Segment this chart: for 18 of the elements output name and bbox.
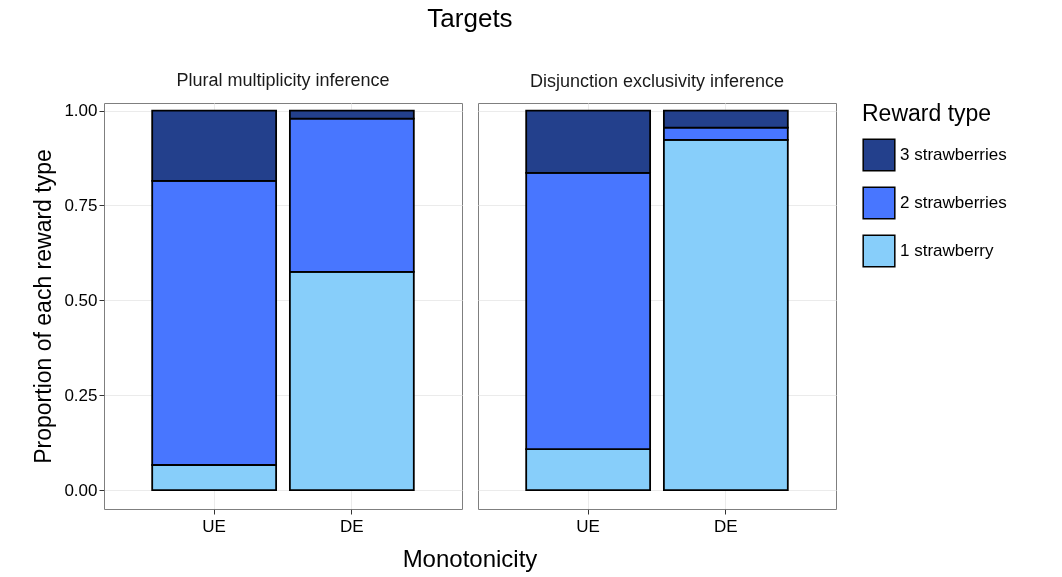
x-tick-label: UE xyxy=(576,516,600,536)
chart-subtitle: Disjunction exclusivity inference xyxy=(529,71,785,91)
y-tick-label: 0.00 xyxy=(64,480,98,500)
x-axis-title: Monotonicity xyxy=(401,545,539,573)
legend-label: 3 strawberries xyxy=(900,145,1007,164)
legend-title: Reward type xyxy=(862,100,992,126)
y-tick-label: 1.00 xyxy=(64,101,98,121)
y-tick-label: 0.50 xyxy=(64,290,98,310)
x-tick-label: DE xyxy=(340,516,364,536)
y-axis-title: Proportion of each reward type xyxy=(30,149,57,464)
x-tick-label: DE xyxy=(714,516,738,536)
chart-title: Targets xyxy=(426,3,514,34)
x-tick-label: UE xyxy=(202,516,226,536)
chart-subtitle: Plural multiplicity inference xyxy=(176,69,390,90)
y-tick-label: 0.25 xyxy=(64,385,98,405)
legend-label: 1 strawberry xyxy=(900,241,995,260)
y-tick-label: 0.75 xyxy=(64,195,98,215)
legend-label: 2 strawberries xyxy=(900,193,1007,212)
